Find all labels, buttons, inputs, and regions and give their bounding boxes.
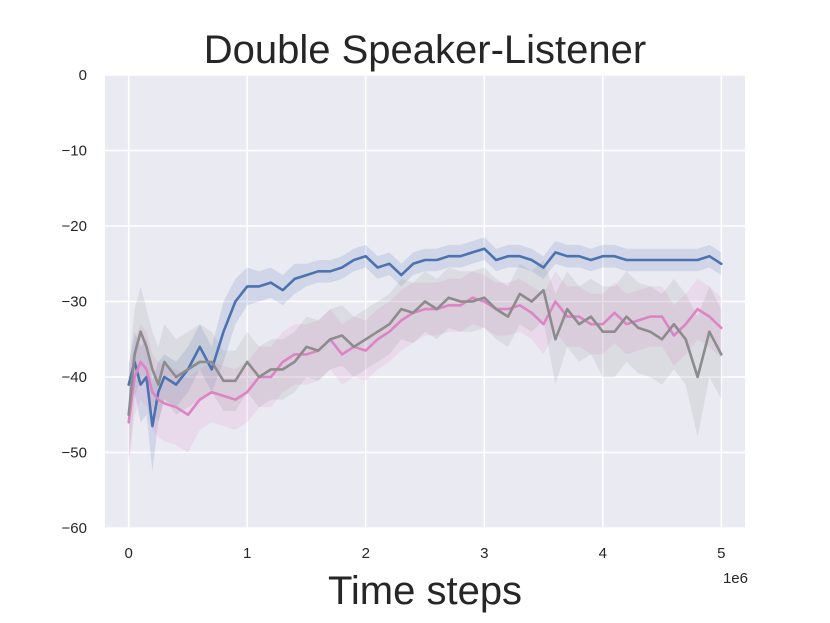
- series-0-band: [128, 237, 722, 472]
- series-2-band: [128, 260, 722, 461]
- x-tick-label-3: 3: [480, 545, 488, 562]
- y-tick-label-3: −30: [62, 294, 87, 311]
- x-tick-labels: 0 1 2 3 4 5: [125, 545, 726, 562]
- series-0-line: [127, 247, 723, 428]
- x-tick-label-1: 1: [243, 545, 251, 562]
- series-bands: [128, 237, 722, 472]
- y-tick-label-4: −40: [62, 369, 87, 386]
- series-lines: [127, 247, 723, 428]
- y-tick-label-5: −50: [62, 445, 87, 462]
- y-tick-label-6: −60: [62, 520, 87, 537]
- y-tick-labels: 0 −10 −20 −30 −40 −50 −60: [62, 67, 87, 537]
- y-tick-label-1: −10: [62, 143, 87, 160]
- series-1-line: [127, 296, 723, 424]
- y-tick-label-0: 0: [79, 67, 87, 84]
- x-tick-label-0: 0: [125, 545, 133, 562]
- series-2-line: [127, 288, 723, 417]
- y-tick-label-2: −20: [62, 218, 87, 235]
- x-axis-offset-label: 1e6: [723, 570, 748, 587]
- x-axis-label: Time steps: [328, 569, 522, 613]
- x-tick-label-4: 4: [599, 545, 607, 562]
- x-tick-label-5: 5: [717, 545, 725, 562]
- x-tick-label-2: 2: [362, 545, 370, 562]
- chart-title: Double Speaker-Listener: [204, 28, 646, 72]
- series-1-band: [128, 271, 722, 468]
